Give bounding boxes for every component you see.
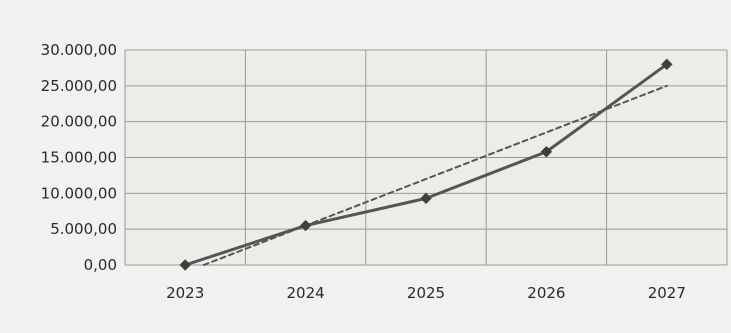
y-tick-label: 20.000,00	[41, 113, 117, 131]
y-tick-label: 30.000,00	[41, 41, 117, 59]
data-point-marker	[661, 58, 673, 71]
x-tick-label: 2023	[166, 284, 204, 302]
data-point-marker	[299, 219, 312, 232]
y-tick-label: 25.000,00	[41, 77, 117, 95]
series-markers	[179, 58, 673, 271]
y-tick-label: 0,00	[84, 256, 117, 274]
x-axis-ticks: 2023 2024 2025 2026 2027	[166, 284, 686, 302]
y-tick-label: 10.000,00	[41, 184, 117, 202]
data-point-marker	[420, 192, 432, 205]
y-tick-label: 5.000,00	[50, 220, 117, 238]
y-tick-label: 15.000,00	[41, 149, 117, 167]
y-axis-ticks: 0,00 5.000,00 10.000,00 15.000,00 20.000,00 2…	[41, 41, 117, 274]
x-tick-label: 2024	[287, 284, 325, 302]
data-point-marker	[179, 259, 191, 271]
x-tick-label: 2025	[407, 284, 445, 302]
trendline	[202, 84, 668, 266]
data-point-marker	[540, 146, 553, 158]
x-tick-label: 2026	[527, 284, 565, 302]
x-tick-label: 2027	[648, 284, 686, 302]
